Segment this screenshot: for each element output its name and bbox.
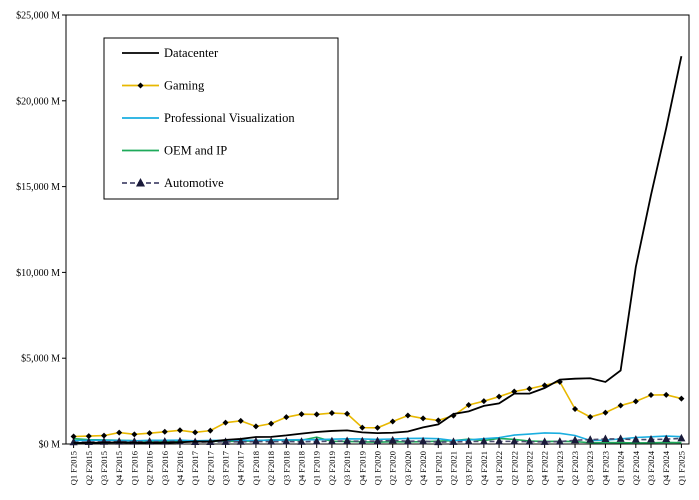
x-tick-label: Q2 F2018 bbox=[266, 451, 276, 485]
x-tick-label: Q1 F2017 bbox=[190, 451, 200, 485]
y-axis-ticks: $0 M $5,000 M $10,000 M $15,000 M $20,000 M $… bbox=[16, 11, 66, 451]
legend-label: Automotive bbox=[164, 176, 224, 190]
y-tick-label: $10,000 M bbox=[16, 268, 60, 279]
x-tick-label: Q2 F2015 bbox=[84, 451, 94, 485]
y-tick-label: $20,000 M bbox=[16, 96, 60, 107]
x-tick-label: Q3 F2017 bbox=[221, 451, 231, 485]
x-tick-label: Q2 F2016 bbox=[145, 451, 155, 485]
legend: Datacenter Gaming Professional Visualizati… bbox=[104, 38, 338, 199]
x-tick-label: Q3 F2020 bbox=[403, 451, 413, 485]
legend-label: Datacenter bbox=[164, 46, 219, 60]
y-tick-label: $0 M bbox=[39, 440, 61, 451]
x-tick-label: Q4 F2024 bbox=[661, 450, 671, 485]
x-tick-label: Q1 F2018 bbox=[251, 451, 261, 485]
x-tick-label: Q1 F2020 bbox=[373, 451, 383, 485]
x-tick-label: Q1 F2024 bbox=[616, 450, 626, 485]
x-tick-label: Q1 F2022 bbox=[494, 451, 504, 485]
x-tick-label: Q1 F2021 bbox=[433, 451, 443, 485]
x-tick-label: Q1 F2015 bbox=[69, 451, 79, 485]
x-axis-ticks: Q1 F2015 Q2 F2015 Q3 F2015 Q4 F2015 Q1 F2016… bbox=[69, 444, 687, 485]
x-tick-label: Q4 F2019 bbox=[357, 451, 367, 485]
legend-label: OEM and IP bbox=[164, 144, 227, 158]
x-tick-label: Q4 F2018 bbox=[297, 451, 307, 485]
x-tick-label: Q2 F2017 bbox=[205, 451, 215, 485]
x-tick-label: Q2 F2023 bbox=[570, 451, 580, 485]
x-tick-label: Q3 F2024 bbox=[646, 450, 656, 485]
x-tick-label: Q4 F2020 bbox=[418, 451, 428, 485]
x-tick-label: Q1 F2025 bbox=[676, 451, 686, 485]
x-tick-label: Q4 F2021 bbox=[479, 451, 489, 485]
x-tick-label: Q2 F2020 bbox=[388, 451, 398, 485]
x-tick-label: Q3 F2016 bbox=[160, 451, 170, 485]
x-tick-label: Q1 F2023 bbox=[555, 451, 565, 485]
x-tick-label: Q3 F2023 bbox=[585, 451, 595, 485]
x-tick-label: Q3 F2021 bbox=[464, 451, 474, 485]
x-tick-label: Q2 F2024 bbox=[631, 450, 641, 485]
x-tick-label: Q2 F2019 bbox=[327, 451, 337, 485]
x-tick-label: Q3 F2018 bbox=[281, 451, 291, 485]
x-tick-label: Q4 F2022 bbox=[540, 451, 550, 485]
legend-label: Professional Visualization bbox=[164, 111, 295, 125]
y-tick-label: $5,000 M bbox=[21, 354, 60, 365]
x-tick-label: Q3 F2022 bbox=[524, 451, 534, 485]
legend-label: Gaming bbox=[164, 79, 205, 93]
x-tick-label: Q3 F2015 bbox=[99, 451, 109, 485]
x-tick-label: Q3 F2019 bbox=[342, 451, 352, 485]
x-tick-label: Q1 F2019 bbox=[312, 451, 322, 485]
y-tick-label: $25,000 M bbox=[16, 11, 60, 22]
x-tick-label: Q4 F2017 bbox=[236, 451, 246, 485]
x-tick-label: Q4 F2016 bbox=[175, 451, 185, 485]
x-tick-label: Q4 F2015 bbox=[114, 451, 124, 485]
x-tick-label: Q2 F2022 bbox=[509, 451, 519, 485]
x-tick-label: Q2 F2021 bbox=[448, 451, 458, 485]
y-tick-label: $15,000 M bbox=[16, 182, 60, 193]
x-tick-label: Q4 F2023 bbox=[600, 451, 610, 485]
x-tick-label: Q1 F2016 bbox=[129, 451, 139, 485]
